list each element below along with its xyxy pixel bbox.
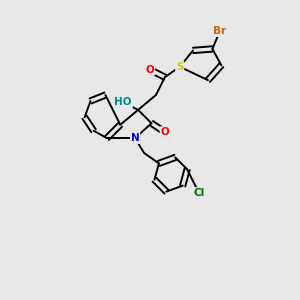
Text: S: S — [176, 62, 184, 72]
Text: O: O — [146, 65, 154, 75]
Text: O: O — [160, 127, 169, 137]
Text: N: N — [131, 133, 140, 143]
Text: Br: Br — [213, 26, 226, 36]
Text: HO: HO — [115, 98, 132, 107]
Text: Cl: Cl — [194, 188, 205, 198]
